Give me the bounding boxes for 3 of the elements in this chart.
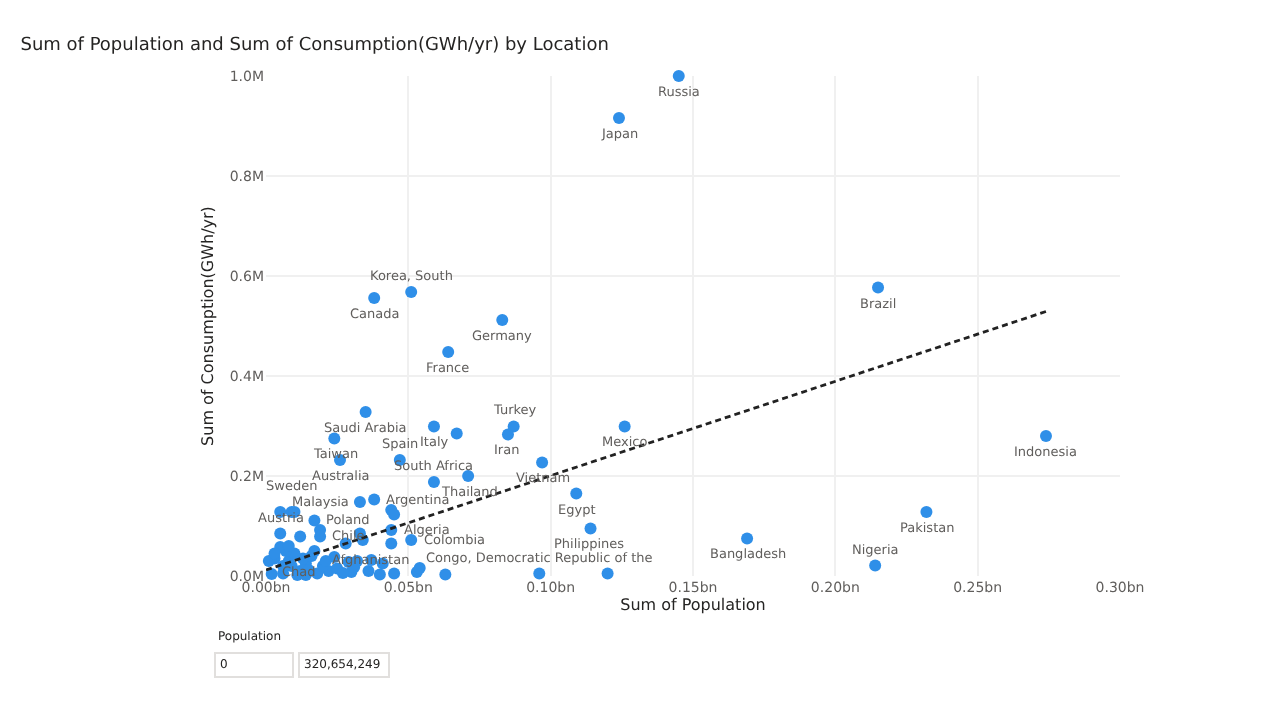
y-axis-title: Sum of Consumption(GWh/yr)	[199, 206, 218, 446]
x-axis-title: Sum of Population	[620, 596, 766, 615]
chart-title: Sum of Population and Sum of Consumption(GWh/yr) by Location	[20, 35, 609, 56]
